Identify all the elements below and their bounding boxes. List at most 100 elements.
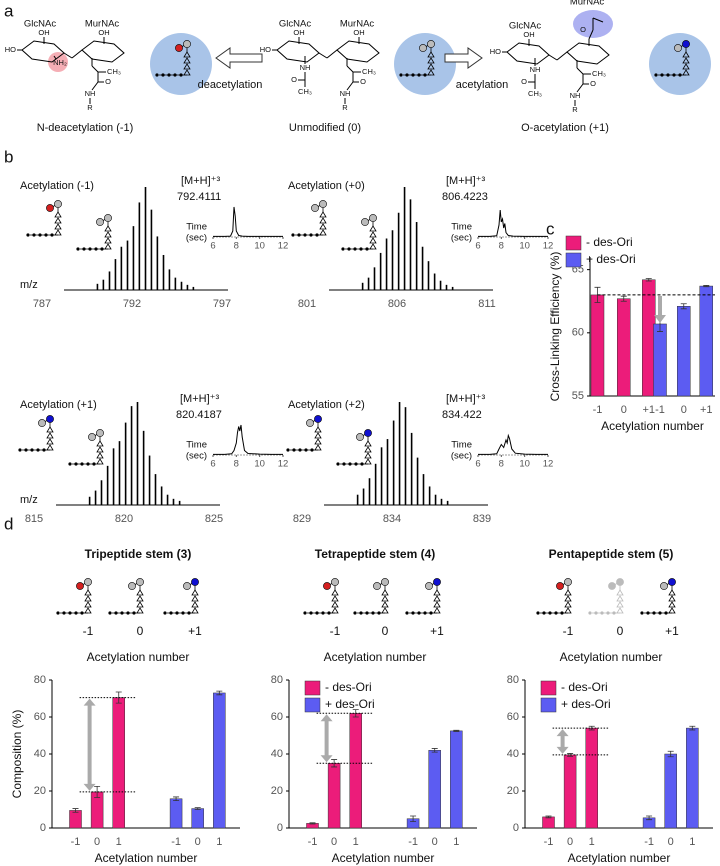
glyph-dot — [336, 462, 340, 466]
inset-x-label: Time — [186, 222, 207, 233]
x-tick-label: 815 — [25, 513, 43, 525]
bar — [590, 294, 605, 397]
inset-tick-label: 12 — [278, 241, 289, 252]
glyph-stem — [616, 595, 624, 602]
glyph-stem — [54, 211, 62, 218]
inset-x-label: Time — [451, 222, 472, 233]
label: O — [105, 77, 111, 86]
chromatogram — [213, 206, 283, 237]
glyph-sugar — [183, 40, 191, 48]
x-tick-label: 0 — [195, 836, 201, 848]
legend-label: - des-Ori — [325, 680, 372, 694]
bond — [318, 52, 328, 59]
inset-tick-label: 8 — [499, 241, 504, 252]
x-axis-label: Acetylation number — [332, 851, 435, 865]
glyph-sugar — [175, 44, 183, 52]
inset-tick-label: 12 — [278, 459, 289, 470]
x-tick-label: 0 — [567, 836, 573, 848]
sugar-name: GlcNAc — [509, 21, 541, 32]
chromatogram — [478, 433, 548, 455]
glyph-sugar — [433, 578, 441, 586]
glyph-stem — [183, 63, 191, 70]
legend-swatch — [540, 680, 557, 696]
glyph-sugar — [381, 578, 389, 586]
glyph-stem — [369, 225, 377, 232]
x-tick-label: 0 — [331, 836, 337, 848]
label: NH — [85, 89, 96, 98]
glyph-dot — [353, 611, 357, 615]
x-tick-label: 792 — [123, 298, 141, 310]
glyph-sugar — [427, 40, 435, 48]
inset-tick-label: 10 — [254, 241, 265, 252]
y-tick-label: 0 — [40, 822, 46, 834]
glyph-stem — [616, 589, 624, 596]
glyph-sugar — [608, 582, 616, 590]
y-axis-label: Composition (%) — [10, 710, 24, 799]
range-arrow-head — [556, 746, 569, 754]
caption: O-acetylation (+1) — [521, 122, 609, 134]
x-axis-label: Acetylation number — [601, 419, 704, 433]
glyph-sugar — [314, 415, 322, 423]
glyph-stem — [191, 601, 199, 608]
y-tick-label: 60 — [572, 327, 584, 339]
glyph-label: +1 — [430, 624, 444, 638]
inset-tick-label: 6 — [210, 459, 215, 470]
x-tick-label: 0 — [621, 404, 627, 416]
glyph-sugar — [668, 578, 676, 586]
glyph-sugar — [331, 578, 339, 586]
chromatogram — [478, 209, 548, 237]
x-tick-label: 811 — [478, 298, 496, 310]
glyph-stem — [104, 231, 112, 238]
glyph-stem — [427, 63, 435, 70]
glyph-stem — [84, 589, 92, 596]
glyph-label: +1 — [665, 624, 679, 638]
glyph-stem — [668, 589, 676, 596]
glyph-dot — [155, 73, 159, 77]
glyph-stem — [54, 223, 62, 230]
x-axis-label: m/z — [20, 279, 38, 291]
glyph-stem — [364, 452, 372, 459]
glyph-stem — [191, 589, 199, 596]
error-bar — [173, 796, 180, 802]
glyph-stem — [616, 601, 624, 608]
bond — [556, 51, 568, 61]
y-tick-label: 60 — [507, 711, 519, 723]
glyph-sugar — [361, 218, 369, 226]
glyph-stem — [364, 446, 372, 453]
legend-swatch — [565, 235, 582, 251]
glyph-sugar — [76, 582, 84, 590]
glyph-sugar — [306, 419, 314, 427]
glyph-stem — [433, 589, 441, 596]
bar — [542, 816, 555, 829]
glyph-dot — [68, 462, 72, 466]
legend-swatch — [304, 697, 321, 713]
x-tick-label: -1 — [171, 836, 181, 848]
glyph-stem — [319, 223, 327, 230]
y-tick-label: 80 — [34, 674, 46, 686]
x-tick-label: -1 — [655, 404, 665, 416]
x-tick-label: -1 — [308, 836, 318, 848]
glyph-label: -1 — [83, 624, 94, 638]
x-tick-label: 1 — [116, 836, 122, 848]
glyph-sugar — [682, 40, 690, 48]
label: R — [342, 103, 348, 112]
glyph-dot — [640, 611, 644, 615]
range-arrow-head — [320, 714, 333, 722]
glyph-label: 0 — [137, 624, 144, 638]
inset-tick-label: 12 — [543, 459, 554, 470]
reaction-label: acetylation — [456, 79, 509, 91]
mz-label: 806.4223 — [442, 191, 488, 203]
x-tick-label: 829 — [293, 513, 311, 525]
glyph-stem — [191, 595, 199, 602]
glyph-stem — [433, 595, 441, 602]
glyph-sugar — [425, 582, 433, 590]
label: OH — [38, 28, 49, 37]
glyph-stem — [564, 601, 572, 608]
glyph-axis-label: Acetylation number — [87, 650, 190, 664]
reaction-arrow — [444, 47, 483, 69]
inset-x-label: Time — [186, 440, 207, 451]
error-bar — [545, 815, 552, 819]
error-bar — [94, 785, 101, 798]
x-tick-label: 825 — [205, 513, 223, 525]
label: NH₂ — [53, 58, 67, 67]
